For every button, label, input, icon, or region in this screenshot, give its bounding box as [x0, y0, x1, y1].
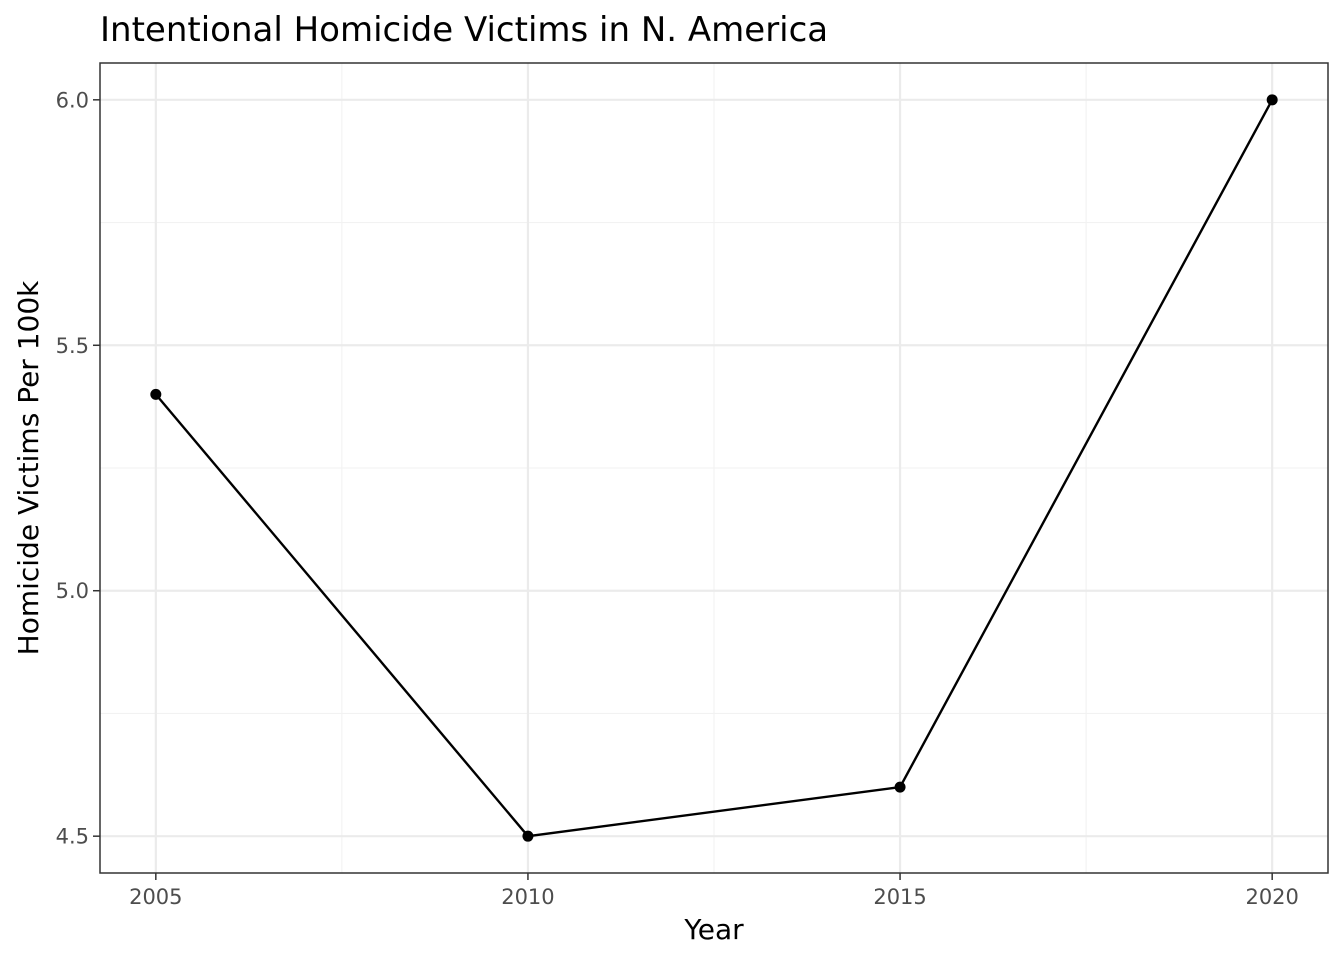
x-tick-label: 2015: [873, 885, 926, 909]
data-point: [522, 830, 534, 842]
x-tick-label: 2020: [1245, 885, 1298, 909]
plot-panel-border: [99, 62, 1329, 874]
chart-title: Intentional Homicide Victims in N. Ameri…: [100, 10, 828, 50]
data-point: [894, 781, 906, 793]
axis-ticks: 2005 2010 2015 2020 4.5 5.0 5.5 6.0: [56, 88, 1299, 909]
data-series: [150, 94, 1278, 842]
y-tick-label: 4.5: [56, 825, 89, 849]
x-tick-label: 2005: [129, 885, 182, 909]
series-line: [154, 99, 1274, 838]
grid-lines: [100, 63, 1328, 873]
x-axis-title: Year: [683, 913, 744, 946]
y-axis-title: Homicide Victims Per 100k: [12, 280, 45, 656]
y-tick-label: 5.0: [56, 579, 89, 603]
data-point: [1266, 94, 1278, 106]
x-tick-label: 2010: [501, 885, 554, 909]
y-tick-label: 5.5: [56, 334, 89, 358]
y-tick-label: 6.0: [56, 88, 89, 112]
data-point: [150, 388, 162, 400]
